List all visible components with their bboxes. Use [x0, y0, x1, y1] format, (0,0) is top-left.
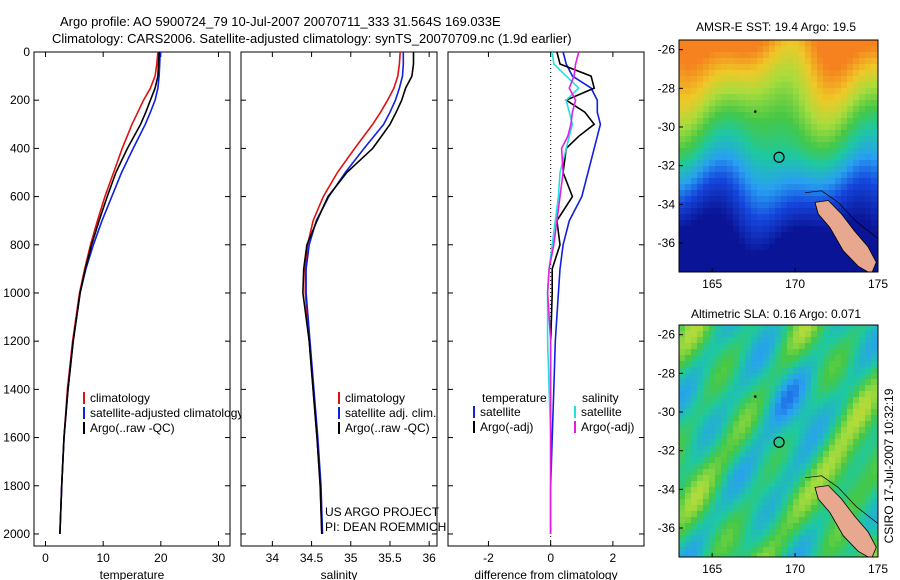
y-tick-label: 1800 [3, 479, 30, 493]
argo-position-marker [773, 151, 785, 163]
plot-frame [240, 51, 438, 547]
y-tick-label: -32 [658, 159, 676, 173]
sst-map-title: AMSR-E SST: 19.4 Argo: 19.5 [696, 20, 856, 34]
plot-frame [447, 51, 645, 547]
x-tick-label: 10 [96, 551, 110, 565]
legend-label: climatology [90, 391, 150, 405]
land-new-caledonia [814, 200, 877, 272]
x-tick-label: 175 [868, 277, 888, 291]
y-tick-label: -36 [658, 521, 676, 535]
y-tick-label: -30 [658, 405, 676, 419]
y-tick-label: 1400 [3, 382, 30, 396]
pi-label: PI: DEAN ROEMMICH [325, 520, 446, 534]
series-line-argo [302, 52, 415, 535]
y-tick-label: -36 [658, 236, 676, 250]
island-dot [753, 395, 757, 398]
land-new-caledonia [814, 485, 877, 557]
x-tick-label: 30 [212, 551, 226, 565]
y-tick-label: 1000 [3, 286, 30, 300]
legend-header-temperature: temperature [482, 391, 547, 405]
y-tick-label: -32 [658, 444, 676, 458]
temperature-panel: 0 10 20 30 0 200 400 600 800 1000 1200 1400 1600 1800… [3, 45, 243, 580]
x-tick-label: 170 [785, 277, 805, 291]
legend-header-salinity: salinity [582, 391, 619, 405]
x-tick-label: 2 [610, 551, 617, 565]
map-frame [678, 39, 879, 273]
sla-map-title: Altimetric SLA: 0.16 Argo: 0.071 [691, 307, 861, 321]
legend-label: Argo(-adj) [480, 420, 533, 434]
figure-title-line2: Climatology: CARS2006. Satellite-adjuste… [52, 31, 572, 46]
legend-label: Argo(..raw -QC) [90, 421, 175, 435]
salinity-panel: 34 34.5 35 35.5 36 salinity climatologysatelli… [240, 51, 438, 580]
series-line-satellite_salinity [546, 51, 580, 534]
project-label: US ARGO PROJECT [325, 505, 440, 519]
x-axis-label: temperature [100, 568, 165, 580]
x-tick-label: -2 [483, 551, 494, 565]
x-tick-label: 0 [42, 551, 49, 565]
legend-label: satellite-adjusted climatology [90, 406, 243, 420]
y-tick-label: -30 [658, 120, 676, 134]
legend-label: satellite [581, 405, 622, 419]
reef-outline [804, 475, 878, 524]
legend-label: climatology [345, 391, 405, 405]
legend-label: satellite adj. clim. [345, 406, 436, 420]
y-tick-label: 200 [10, 93, 30, 107]
y-tick-label: 2000 [3, 527, 30, 541]
argo-position-marker [773, 436, 785, 448]
x-tick-label: 175 [868, 562, 888, 576]
y-tick-label: 600 [10, 190, 30, 204]
timestamp-stamp: CSIRO 17-Jul-2007 10:32:19 [882, 388, 896, 543]
legend-label: Argo(..raw -QC) [345, 421, 430, 435]
y-tick-label: -34 [658, 197, 676, 211]
y-tick-label: -26 [658, 43, 676, 57]
figure-title-line1: Argo profile: AO 5900724_79 10-Jul-2007 … [60, 14, 501, 29]
y-tick-label: 1200 [3, 334, 30, 348]
heatmap-field [679, 40, 878, 272]
y-tick-label: 0 [23, 45, 30, 59]
y-tick-label: -34 [658, 482, 676, 496]
x-tick-label: 165 [702, 562, 722, 576]
x-tick-label: 35.5 [378, 551, 402, 565]
y-tick-label: 1600 [3, 431, 30, 445]
sla-map-panel: Altimetric SLA: 0.16 Argo: 0.071 -26 -28 -… [658, 307, 889, 576]
x-tick-label: 0 [547, 551, 554, 565]
heatmap-field [679, 325, 878, 557]
difference-panel: -2 0 2 difference from climatology temperatu… [447, 51, 645, 580]
legend-label: Argo(-adj) [581, 420, 634, 434]
map-frame [678, 324, 879, 558]
y-tick-label: 800 [10, 238, 30, 252]
x-tick-label: 35 [344, 551, 358, 565]
x-axis-label: difference from climatology [474, 568, 617, 580]
legend-label: satellite [480, 405, 521, 419]
x-tick-label: 20 [154, 551, 168, 565]
y-tick-label: -28 [658, 81, 676, 95]
island-dot [753, 110, 757, 113]
x-tick-label: 34 [266, 551, 280, 565]
y-tick-label: -28 [658, 366, 676, 380]
plot-frame [33, 51, 231, 547]
x-axis-label: salinity [321, 568, 358, 580]
series-line-argo_salinity_adj [546, 51, 580, 534]
x-tick-label: 36 [422, 551, 436, 565]
x-tick-label: 165 [702, 277, 722, 291]
x-tick-label: 170 [785, 562, 805, 576]
y-tick-label: 400 [10, 141, 30, 155]
y-tick-label: -26 [658, 328, 676, 342]
reef-outline [804, 190, 878, 239]
series-line-satellite [549, 51, 602, 534]
series-line-argo [59, 51, 160, 535]
x-tick-label: 34.5 [300, 551, 324, 565]
sst-map-panel: AMSR-E SST: 19.4 Argo: 19.5 -26 -28 -30 -32… [658, 20, 889, 291]
